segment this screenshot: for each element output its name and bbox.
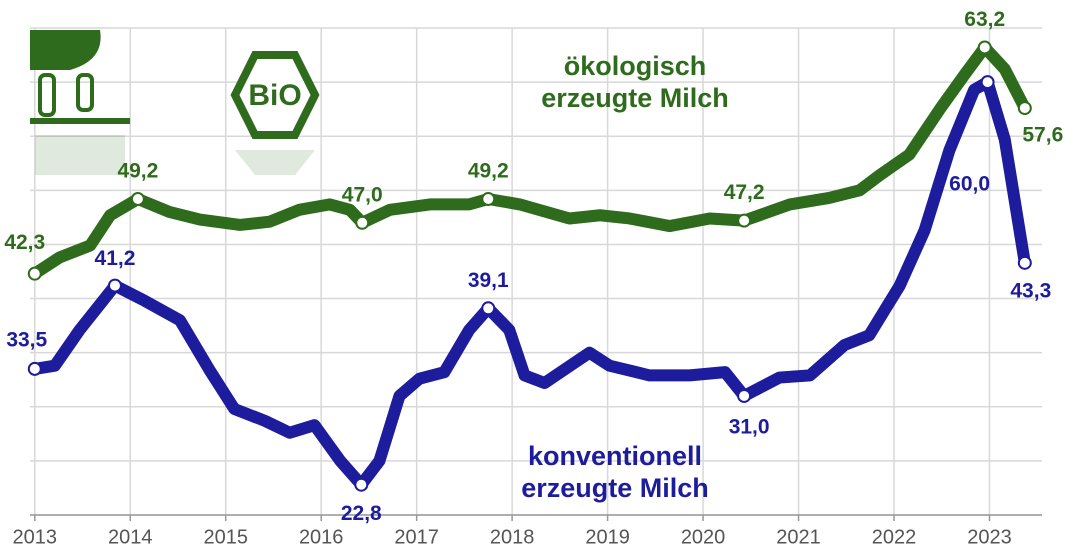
point-marker: [481, 301, 496, 316]
point-marker: [107, 278, 122, 293]
data-label: 63,2: [964, 8, 1005, 31]
x-tick-label: 2022: [872, 526, 917, 548]
legend-label: ökologisch erzeugte Milch: [541, 51, 729, 113]
point-marker: [354, 477, 369, 492]
point-marker: [977, 40, 992, 55]
data-label: 47,2: [724, 181, 765, 204]
data-label: 41,2: [95, 247, 136, 270]
point-marker: [737, 213, 752, 228]
data-label: 42,3: [4, 231, 45, 254]
point-marker: [481, 191, 496, 206]
data-label: 31,0: [729, 416, 770, 439]
data-label: 22,8: [341, 502, 382, 525]
point-marker: [737, 388, 752, 403]
x-tick-label: 2013: [13, 526, 58, 548]
point-marker: [355, 215, 370, 230]
data-label: 33,5: [6, 328, 47, 351]
data-label: 43,3: [1010, 279, 1051, 302]
x-tick-label: 2019: [585, 526, 630, 548]
bio-logo: BiO: [230, 51, 320, 175]
point-marker: [1017, 255, 1032, 270]
x-tick-label: 2017: [394, 526, 439, 548]
data-label: 57,6: [1022, 124, 1063, 147]
x-tick-label: 2023: [967, 526, 1012, 548]
logo-text: BiO: [248, 79, 301, 112]
x-tick-label: 2016: [299, 526, 344, 548]
x-tick-label: 2014: [108, 526, 153, 548]
cow-illustration: [30, 30, 130, 175]
x-tick-label: 2015: [203, 526, 248, 548]
point-marker: [27, 361, 42, 376]
data-label: 47,0: [342, 183, 383, 206]
point-marker: [980, 75, 995, 90]
series-line: [28, 41, 1031, 280]
point-marker: [1017, 101, 1032, 116]
data-label: 49,2: [468, 160, 509, 183]
point-marker: [27, 266, 42, 281]
data-label: 49,2: [117, 160, 158, 183]
point-marker: [130, 191, 145, 206]
data-label: 60,0: [949, 173, 990, 196]
series-line: [28, 76, 1031, 491]
legend-label: konventionell erzeugte Milch: [521, 441, 709, 503]
grid: [30, 27, 1042, 521]
x-tick-label: 2018: [490, 526, 535, 548]
data-label: 39,1: [468, 269, 509, 292]
x-tick-label: 2021: [776, 526, 821, 548]
x-tick-label: 2020: [681, 526, 726, 548]
